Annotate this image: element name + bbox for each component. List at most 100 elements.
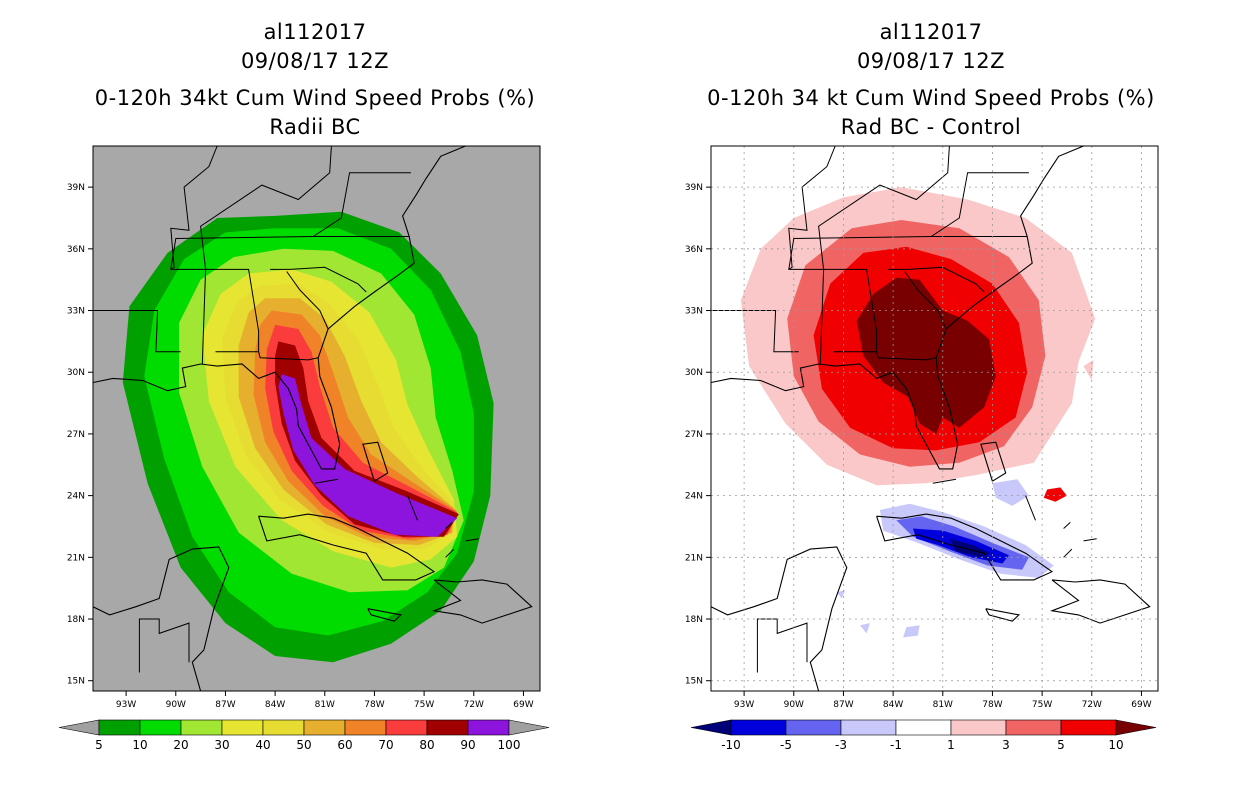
left-y-tick-label: 39N (67, 183, 85, 193)
left-colorbar-segment (262, 719, 305, 736)
left-plot-frame (92, 145, 541, 692)
left-y-tick-label: 33N (67, 307, 85, 317)
left-x-tick-label: 81W (315, 700, 335, 710)
right-coastline (876, 513, 1054, 581)
left-colorbar-label: 90 (460, 738, 475, 752)
left-coastline (93, 146, 466, 470)
left-x-tick-label: 90W (166, 700, 186, 710)
left-chart-subtitle: Radii BC (269, 115, 361, 139)
right-colorbar-label: 10 (1108, 738, 1123, 752)
right-border (904, 271, 947, 330)
right-border (876, 351, 937, 361)
left-datetime: 09/08/17 12Z (240, 49, 390, 73)
left-coastline (93, 546, 230, 691)
left-colorbar-segment (344, 719, 387, 736)
right-colorbar-high-arrow (1115, 719, 1157, 736)
right-coastline (980, 441, 1007, 482)
left-y-tick-label: 21N (67, 553, 85, 563)
right-chart-subtitle: Rad BC - Control (840, 115, 1022, 139)
right-y-tick-label: 18N (685, 615, 703, 625)
right-x-tick-label: 84W (883, 700, 903, 710)
right-negative-diff-contour (860, 623, 870, 634)
right-island (1083, 538, 1097, 542)
left-island (445, 548, 455, 558)
right-colorbar-segment (895, 719, 952, 736)
left-chart-title: 0-120h 34kt Cum Wind Speed Probs (%) (94, 86, 536, 110)
right-colorbar-label: 5 (1057, 738, 1065, 752)
left-colorbar-segment (426, 719, 469, 736)
right-border (819, 268, 878, 365)
right-colorbar-label: -1 (890, 738, 902, 752)
left-border (201, 268, 260, 365)
left-island (314, 478, 339, 484)
left-border (286, 271, 329, 330)
right-plot-frame (710, 145, 1159, 692)
left-colorbar-label: 70 (378, 738, 393, 752)
right-storm-id: al112017 (879, 20, 983, 44)
right-x-tick-label: 78W (982, 700, 1002, 710)
left-y-tick-label: 27N (67, 430, 85, 440)
left-x-tick-label: 72W (464, 700, 484, 710)
right-negative-diff-contour (992, 479, 1029, 506)
left-colorbar-label: 10 (132, 738, 147, 752)
left-border (270, 266, 367, 293)
left-island (465, 538, 479, 542)
right-y-tick-label: 24N (685, 492, 703, 502)
left-border (138, 618, 190, 673)
right-colorbar-segment (840, 719, 897, 736)
left-x-tick-label: 87W (215, 700, 235, 710)
left-colorbar-segment (467, 719, 510, 736)
right-coastline (711, 546, 848, 691)
left-island (445, 522, 453, 529)
left-colorbar-segment (221, 719, 264, 736)
right-border (930, 172, 1029, 237)
left-y-tick-label: 15N (67, 677, 85, 687)
right-y-tick-label: 27N (685, 430, 703, 440)
right-positive-diff-contour (1043, 487, 1067, 502)
left-coastline (362, 441, 389, 482)
left-colorbar-label: 30 (214, 738, 229, 752)
left-border (258, 351, 319, 361)
left-coastline (431, 579, 533, 624)
right-y-tick-label: 30N (685, 368, 703, 378)
left-border (93, 310, 181, 353)
left-coastline (258, 513, 436, 581)
right-positive-diff-contour (765, 300, 776, 309)
right-difference-map: 93W 90W 87W 84W 81W 78W 75W 72W 69W 15N 18N 21N 24N 2… (685, 145, 1159, 752)
right-datetime: 09/08/17 12Z (856, 49, 1006, 73)
left-x-tick-label: 69W (513, 700, 533, 710)
left-coastline (367, 608, 403, 622)
left-y-tick-label: 24N (67, 492, 85, 502)
left-y-tick-label: 18N (67, 615, 85, 625)
right-y-tick-label: 15N (685, 677, 703, 687)
left-y-tick-label: 36N (67, 245, 85, 255)
left-colorbar-segment (139, 719, 182, 736)
right-positive-diff-contour (1083, 359, 1094, 381)
right-border (711, 310, 799, 353)
left-x-tick-label: 84W (265, 700, 285, 710)
right-y-tick-label: 33N (685, 307, 703, 317)
left-colorbar-segment (180, 719, 223, 736)
right-border (788, 236, 1028, 270)
right-border (788, 146, 836, 270)
right-title-block: al112017 09/08/17 12Z 0-120h 34 kt Cum W… (706, 18, 1156, 142)
left-colorbar-label: 50 (296, 738, 311, 752)
left-x-tick-label: 75W (414, 700, 434, 710)
left-colorbar-label: 80 (419, 738, 434, 752)
right-colorbar-label: 1 (947, 738, 955, 752)
right-coastline (711, 146, 1084, 470)
right-plot-area (711, 146, 1158, 691)
left-colorbar-label: 20 (173, 738, 188, 752)
left-colorbar-low-arrow (58, 719, 100, 736)
left-colorbar-label: 100 (498, 738, 521, 752)
left-title-block: al112017 09/08/17 12Z 0-120h 34kt Cum Wi… (90, 18, 540, 142)
right-chart-title: 0-120h 34 kt Cum Wind Speed Probs (%) (707, 86, 1155, 110)
right-x-tick-label: 69W (1131, 700, 1151, 710)
right-y-tick-label: 39N (685, 183, 703, 193)
right-colorbar-segment (730, 719, 787, 736)
left-plot-area (93, 146, 540, 691)
right-y-tick-label: 21N (685, 553, 703, 563)
right-island (1063, 548, 1073, 558)
left-y-tick-label: 30N (67, 368, 85, 378)
right-x-tick-label: 93W (734, 700, 754, 710)
